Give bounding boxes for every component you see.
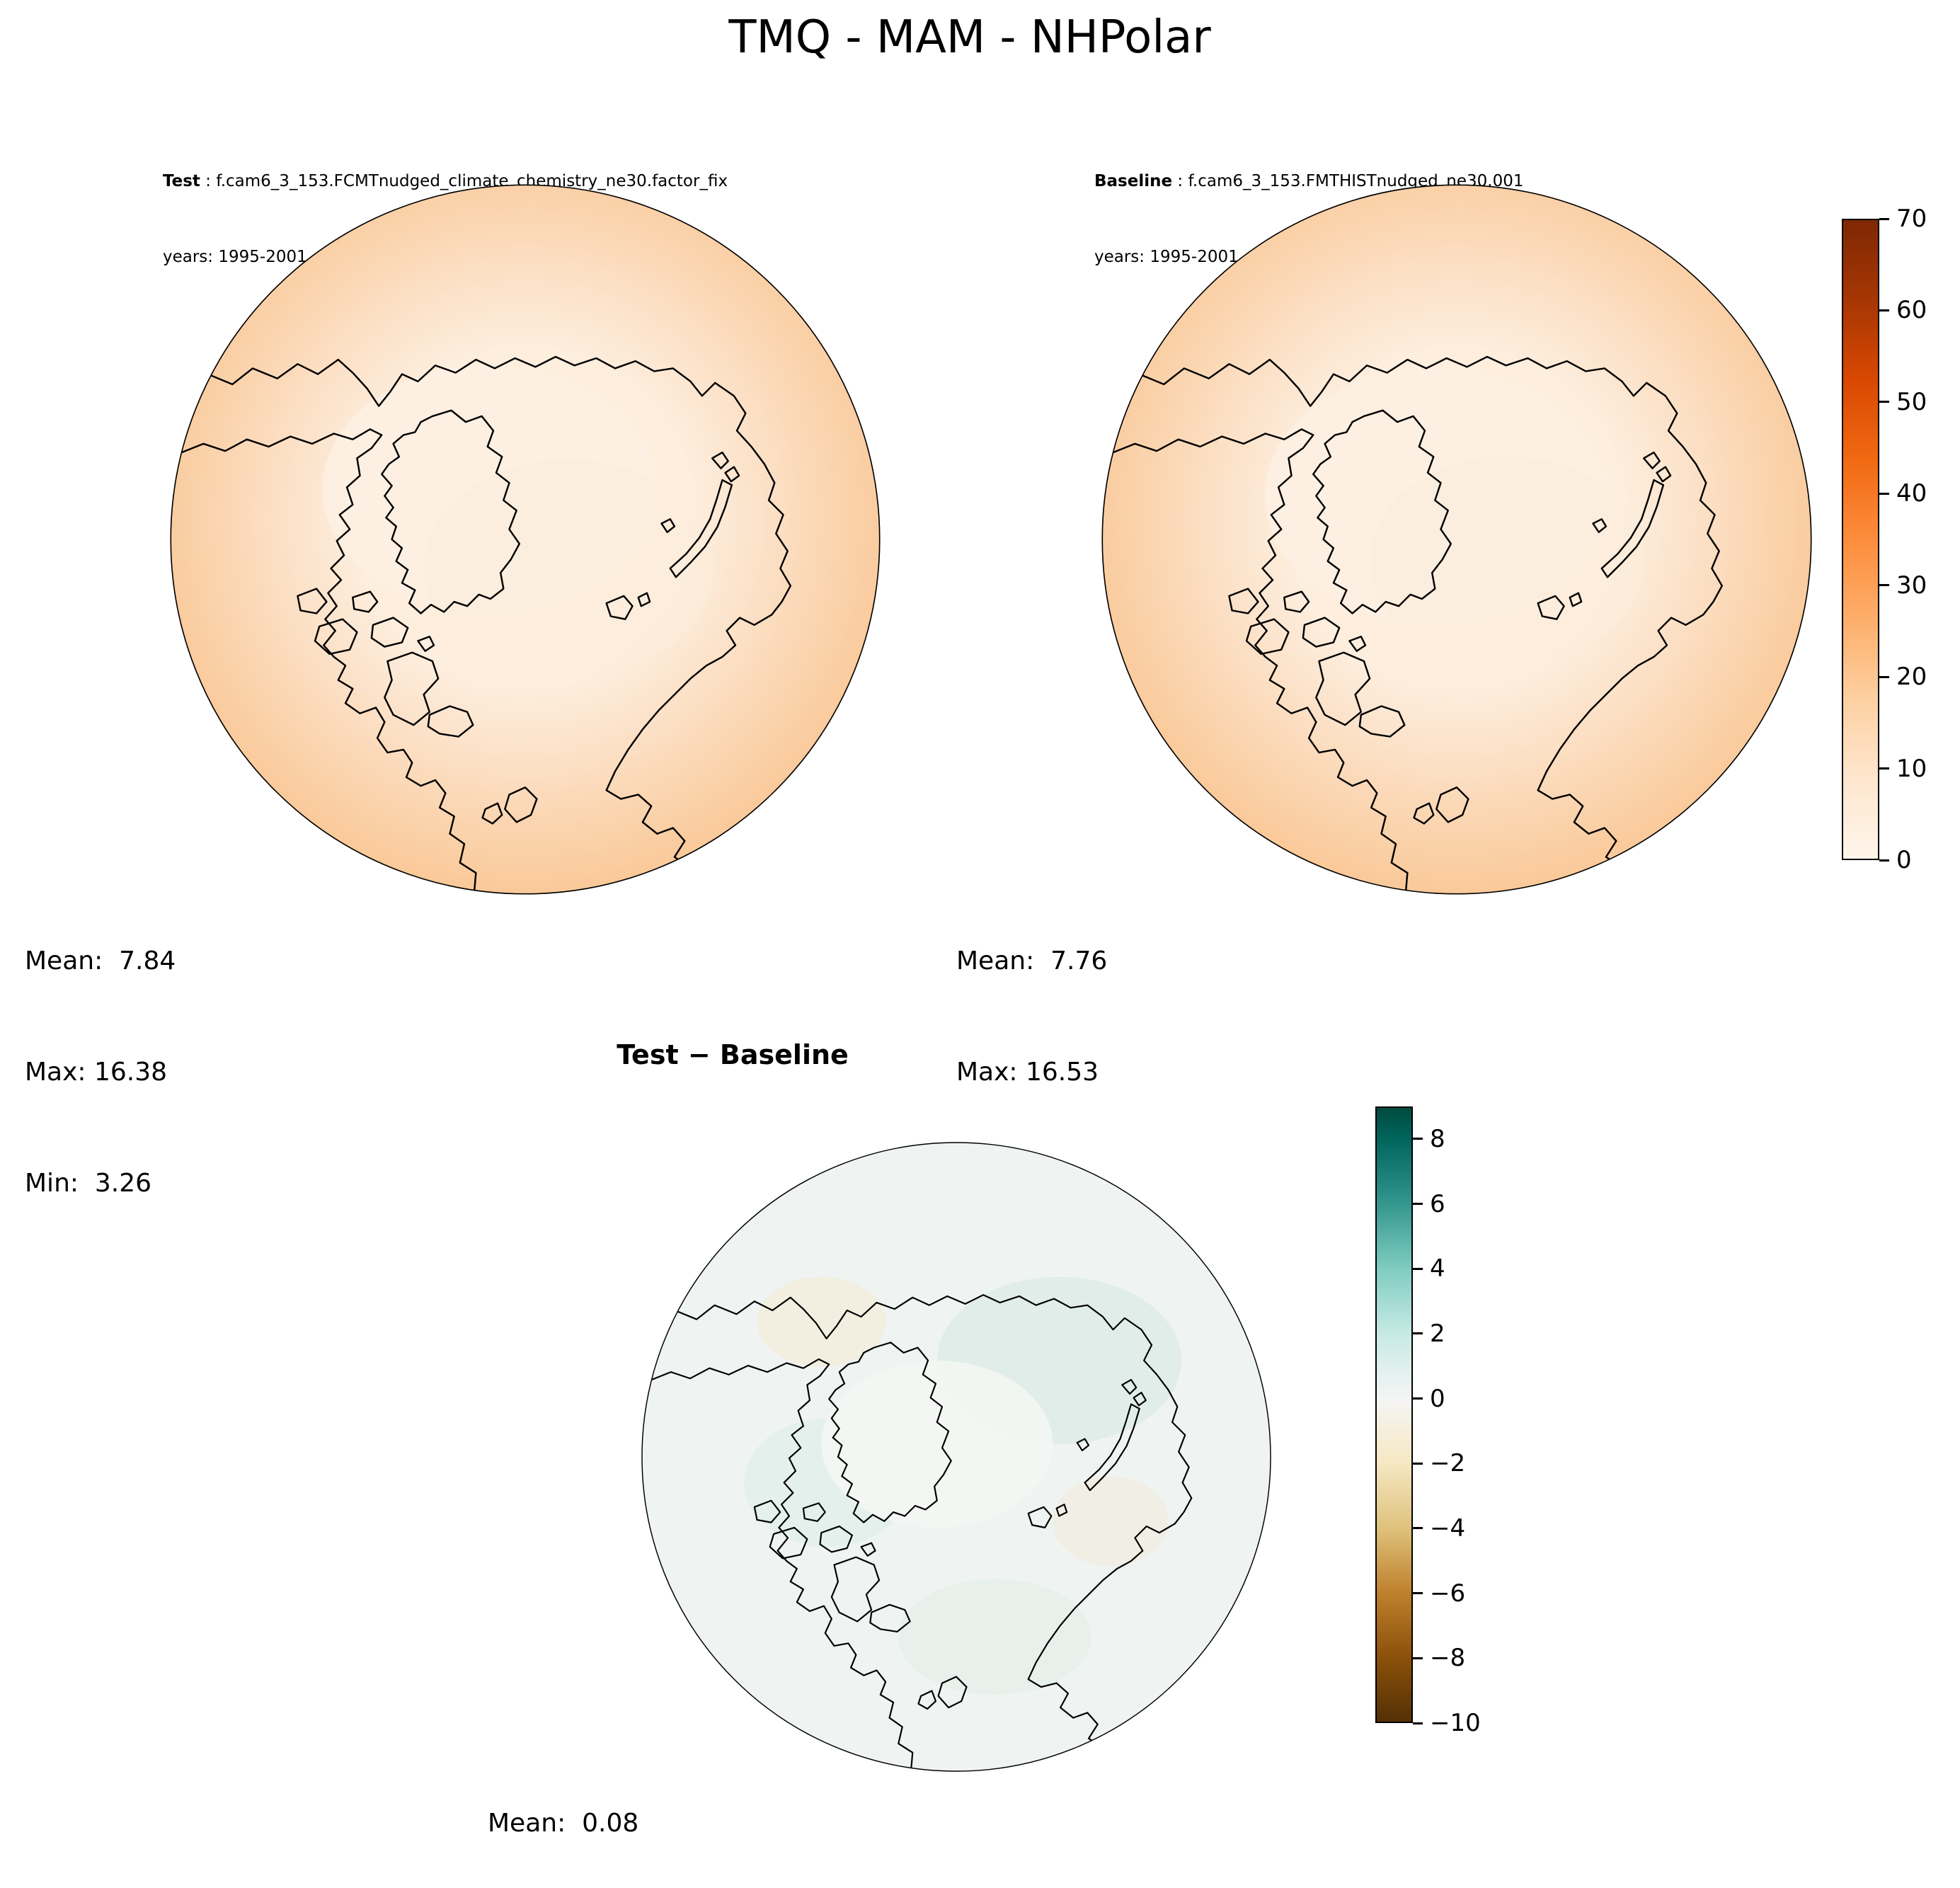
diff-map <box>635 1135 1278 1778</box>
colorbar-tick: −6 <box>1413 1579 1465 1608</box>
test-stats: Mean: 7.84 Max: 16.38 Min: 3.26 <box>25 869 176 1276</box>
colorbar-tick: 0 <box>1879 846 1912 874</box>
baseline-map <box>1094 177 1819 902</box>
diff-mean: Mean: 0.08 <box>488 1809 639 1838</box>
colorbar-tick: 70 <box>1879 205 1927 233</box>
colorbar-tick: 20 <box>1879 663 1927 691</box>
tick-mark <box>1413 1138 1423 1140</box>
colorbar-tick: 6 <box>1413 1190 1445 1218</box>
tick-label: 70 <box>1896 205 1927 233</box>
test-map <box>163 177 888 902</box>
baseline-map-svg <box>1101 184 1812 895</box>
test-mean: Mean: 7.84 <box>25 946 176 976</box>
tick-mark <box>1879 217 1889 220</box>
tick-label: 2 <box>1430 1319 1445 1348</box>
diff-map-svg <box>641 1142 1271 1772</box>
tick-label: 60 <box>1896 296 1927 325</box>
tick-mark <box>1413 1203 1423 1206</box>
colorbar-tick: 2 <box>1413 1320 1445 1348</box>
colorbar-tick: −10 <box>1413 1709 1481 1737</box>
tick-mark <box>1879 309 1889 311</box>
tick-label: 20 <box>1896 663 1927 692</box>
tick-label: −4 <box>1430 1514 1466 1543</box>
figure-title: TMQ - MAM - NHPolar <box>728 11 1211 64</box>
baseline-mean: Mean: 7.76 <box>956 946 1108 976</box>
baseline-max: Max: 16.53 <box>956 1057 1099 1087</box>
tick-mark <box>1879 859 1889 862</box>
baseline-header: Baseline : f.cam6_3_153.FMTHISTnudged_ne… <box>1094 119 1523 321</box>
baseline-label: Baseline <box>1094 172 1173 191</box>
baseline-years: years: 1995-2001 <box>1094 248 1239 267</box>
tick-mark <box>1413 1722 1423 1724</box>
colorbar-tick: 4 <box>1413 1254 1445 1283</box>
tick-label: 40 <box>1896 479 1927 508</box>
tick-mark <box>1413 1527 1423 1530</box>
colorbar-tick: 50 <box>1879 388 1927 416</box>
tick-mark <box>1413 1592 1423 1595</box>
test-map-svg <box>170 184 881 895</box>
tick-label: 10 <box>1896 754 1927 783</box>
tick-mark <box>1413 1397 1423 1400</box>
tick-mark <box>1879 401 1889 404</box>
diff-panel-title: Test − Baseline <box>617 1039 849 1070</box>
tick-mark <box>1413 1267 1423 1270</box>
tick-label: 0 <box>1896 846 1912 874</box>
test-min: Min: 3.26 <box>25 1168 152 1198</box>
tick-mark <box>1879 492 1889 495</box>
tick-label: 0 <box>1430 1384 1445 1413</box>
colorbar-tick: 8 <box>1413 1125 1445 1153</box>
tick-label: −2 <box>1430 1449 1466 1478</box>
tick-label: −10 <box>1430 1709 1481 1737</box>
tick-label: 6 <box>1430 1189 1445 1218</box>
tick-label: 4 <box>1430 1254 1445 1283</box>
tick-label: −8 <box>1430 1644 1466 1673</box>
colorbar-tick: −4 <box>1413 1514 1465 1543</box>
colorbar-tick: 10 <box>1879 755 1927 783</box>
colorbar-tick: −8 <box>1413 1644 1465 1672</box>
diff-stats: Mean: 0.08 Max: 0.82 Min: -0.85 <box>488 1732 638 1888</box>
tick-label: −6 <box>1430 1579 1466 1608</box>
main-colorbar-gradient <box>1842 219 1879 860</box>
test-label: Test <box>163 172 200 191</box>
colorbar-tick: 40 <box>1879 479 1927 508</box>
colorbar-tick: 0 <box>1413 1385 1445 1413</box>
tick-label: 50 <box>1896 387 1927 416</box>
colorbar-tick: 30 <box>1879 571 1927 600</box>
tick-label: 30 <box>1896 571 1927 600</box>
diff-colorbar-gradient <box>1375 1106 1413 1723</box>
baseline-header-line1: Baseline : f.cam6_3_153.FMTHISTnudged_ne… <box>1094 169 1523 195</box>
test-header-line1: Test : f.cam6_3_153.FCMTnudged_climate_c… <box>163 169 728 195</box>
tick-mark <box>1879 675 1889 678</box>
tick-mark <box>1413 1657 1423 1659</box>
test-header: Test : f.cam6_3_153.FCMTnudged_climate_c… <box>163 119 728 321</box>
tick-mark <box>1879 767 1889 770</box>
tick-mark <box>1879 584 1889 587</box>
colorbar-tick: −2 <box>1413 1449 1465 1477</box>
test-max: Max: 16.38 <box>25 1057 168 1087</box>
test-dataset: : f.cam6_3_153.FCMTnudged_climate_chemis… <box>200 172 728 191</box>
main-colorbar: 70 60 50 40 30 20 10 0 <box>1842 205 1927 874</box>
tick-label: 8 <box>1430 1124 1445 1153</box>
tick-mark <box>1413 1462 1423 1465</box>
tick-mark <box>1413 1332 1423 1335</box>
colorbar-tick: 60 <box>1879 296 1927 324</box>
test-years: years: 1995-2001 <box>163 248 307 267</box>
diff-colorbar: 8 6 4 2 0 −2 −4 −6 −8 −10 <box>1375 1106 1481 1737</box>
